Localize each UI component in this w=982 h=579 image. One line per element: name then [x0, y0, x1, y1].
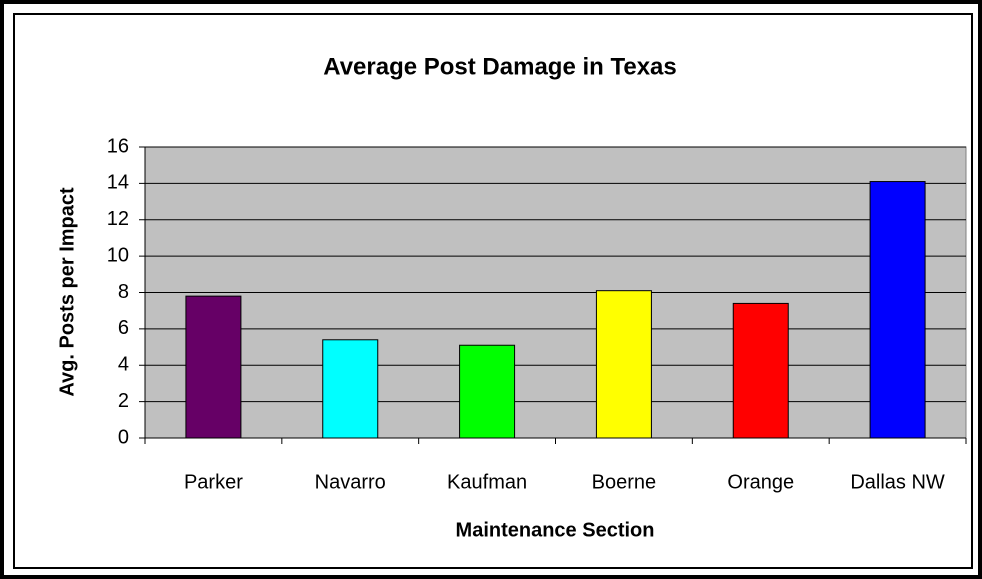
- x-axis-label: Maintenance Section: [456, 519, 655, 541]
- x-tick-label: Navarro: [315, 471, 386, 493]
- x-tick-label: Dallas NW: [850, 471, 945, 493]
- y-tick-label: 16: [107, 135, 129, 157]
- bar: [322, 339, 379, 439]
- x-tick-label: Kaufman: [447, 471, 527, 493]
- x-tick-label: Parker: [184, 471, 243, 493]
- y-tick-label: 10: [107, 244, 129, 266]
- bar: [869, 181, 926, 439]
- x-tick-label: Orange: [727, 471, 794, 493]
- y-tick-label: 4: [118, 354, 129, 376]
- y-axis-label: Avg. Posts per Impact: [56, 187, 78, 397]
- y-tick-label: 8: [118, 281, 129, 303]
- bar: [595, 290, 652, 439]
- chart-title: Average Post Damage in Texas: [323, 53, 676, 80]
- bar: [459, 344, 516, 439]
- y-tick-label: 6: [118, 317, 129, 339]
- y-tick-label: 12: [107, 208, 129, 230]
- x-tick-label: Boerne: [592, 471, 657, 493]
- y-tick-label: 14: [107, 172, 129, 194]
- bar: [732, 302, 789, 439]
- y-tick-label: 2: [118, 390, 129, 412]
- bar: [185, 295, 242, 439]
- y-tick-label: 0: [118, 426, 129, 448]
